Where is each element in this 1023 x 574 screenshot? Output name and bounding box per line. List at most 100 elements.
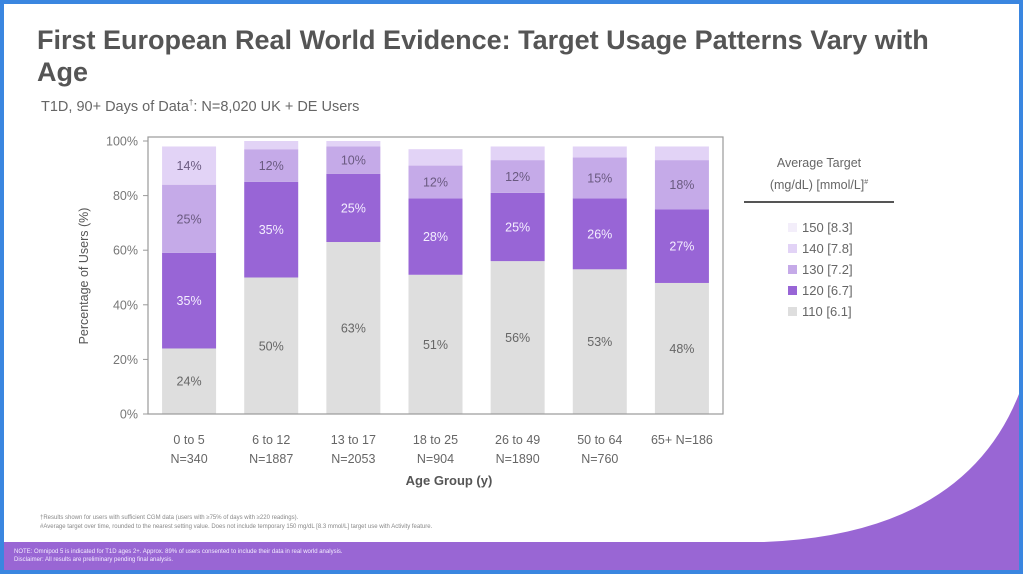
legend-item: 110 [6.1] [788, 301, 894, 322]
legend-swatch [788, 265, 797, 275]
subtitle-footnote-mark: † [188, 98, 194, 107]
y-axis: 0% 20% 40% 60% 80% 100% [106, 135, 148, 422]
legend-swatch [788, 286, 797, 296]
footnote-2: #Average target over time, rounded to th… [40, 524, 433, 530]
data-label: 14% [177, 159, 202, 173]
legend-swatch [788, 244, 797, 254]
x-tick-sublabel: N=1890 [496, 452, 540, 466]
bar-segment [162, 146, 217, 185]
stacked-bar-chart: 0% 20% 40% 60% 80% 100% 24% 35% 25% 14% 50% 35% 12%… [77, 135, 724, 488]
y-tick-label: 100% [106, 135, 138, 149]
footnotes: †Results shown for users with sufficient… [40, 514, 432, 532]
legend-items: 150 [8.3] 140 [7.8] 130 [7.2] 120 [6.7] 110 … [788, 217, 894, 322]
legend-label: 140 [7.8] [802, 241, 853, 257]
slide-title: First European Real World Evidence: Targ… [37, 25, 929, 87]
bar-segment [408, 165, 463, 199]
bar-segment [572, 157, 627, 199]
bar-segment [490, 146, 545, 161]
data-label: 56% [505, 331, 530, 345]
y-tick-label: 20% [113, 353, 138, 367]
x-tick-label: 65+ N=186 [651, 433, 713, 447]
legend-item: 130 [7.2] [788, 259, 894, 280]
legend-label: 120 [6.7] [802, 283, 853, 299]
bar-segment [162, 348, 217, 414]
legend-title: Average Target (mg/dL) [mmol/L]# [744, 154, 894, 204]
legend-swatch [788, 223, 797, 233]
bar-segment [326, 146, 381, 174]
bar-segment [244, 149, 299, 182]
legend-title-units: (mg/dL) [mmol/L] [769, 178, 865, 193]
x-tick-sublabel: N=904 [417, 452, 454, 466]
x-tick-label: 13 to 17 [331, 433, 376, 447]
x-tick-sublabel: N=1887 [249, 452, 293, 466]
legend-item: 140 [7.8] [788, 238, 894, 259]
data-label: 48% [669, 342, 694, 356]
data-label: 24% [177, 375, 202, 389]
bars: 24% 35% 25% 14% 50% 35% 12% 63% 25% 10% 51% 28% 12% 5… [162, 141, 709, 414]
bar-segment [408, 149, 463, 166]
x-tick-sublabel: N=340 [170, 452, 207, 466]
bar-segment [654, 209, 709, 283]
slide-subtitle: T1D, 90+ Days of Data†: N=8,020 UK + DE … [41, 98, 359, 115]
note-band: NOTE: Omnipod 5 is indicated for T1D age… [14, 548, 343, 564]
y-tick-label: 80% [113, 189, 138, 203]
data-label: 53% [587, 335, 612, 349]
bar-segment [490, 192, 545, 262]
data-label: 28% [423, 230, 448, 244]
bar-segment [162, 252, 217, 349]
x-axis-label: Age Group (y) [406, 473, 493, 488]
legend-label: 150 [8.3] [802, 220, 853, 236]
bar-segment [654, 282, 709, 414]
x-axis: 0 to 5 N=340 6 to 12 N=1887 13 to 17 N=2053 18… [170, 433, 712, 466]
data-label: 51% [423, 338, 448, 352]
note-line-1: NOTE: Omnipod 5 is indicated for T1D age… [14, 549, 343, 555]
legend-item: 120 [6.7] [788, 280, 894, 301]
y-tick-label: 40% [113, 298, 138, 312]
bar-segment [654, 160, 709, 210]
data-label: 12% [259, 159, 284, 173]
bar-segment [654, 146, 709, 161]
data-label: 63% [341, 322, 366, 336]
legend-title-line2: (mg/dL) [mmol/L]# [744, 173, 894, 195]
data-label: 27% [669, 240, 694, 254]
data-label: 26% [587, 227, 612, 241]
bar-segment [572, 198, 627, 270]
x-tick-label: 50 to 64 [577, 433, 622, 447]
bar-segment [244, 141, 299, 150]
data-label: 25% [505, 220, 530, 234]
y-tick-label: 0% [120, 408, 138, 422]
data-label: 35% [177, 294, 202, 308]
legend-title-mark: # [864, 179, 869, 186]
x-tick-sublabel: N=2053 [331, 452, 375, 466]
legend-item: 150 [8.3] [788, 217, 894, 238]
legend-label: 130 [7.2] [802, 262, 853, 278]
data-label: 35% [259, 223, 284, 237]
data-label: 50% [259, 339, 284, 353]
bar-segment [490, 261, 545, 414]
bar-segment [572, 146, 627, 158]
bar-segment [326, 242, 381, 414]
y-tick-label: 60% [113, 244, 138, 258]
y-axis-label: Percentage of Users (%) [77, 208, 91, 345]
x-tick-label: 18 to 25 [413, 433, 458, 447]
data-label: 18% [669, 178, 694, 192]
plot-frame [147, 136, 724, 415]
bar-segment [326, 173, 381, 243]
bar-segment [162, 184, 217, 253]
x-tick-sublabel: N=760 [581, 452, 618, 466]
x-tick-label: 6 to 12 [252, 433, 290, 447]
bar-segment [326, 141, 381, 147]
x-tick-label: 26 to 49 [495, 433, 540, 447]
bar-segment [244, 181, 299, 278]
legend: Average Target (mg/dL) [mmol/L]# 150 [8.… [744, 154, 894, 322]
data-label: 10% [341, 154, 366, 168]
legend-title-line1: Average Target [776, 156, 862, 170]
bar-segment [408, 274, 463, 414]
bar-segment [490, 160, 545, 193]
decorative-curve [4, 394, 1019, 570]
subtitle-rest: : N=8,020 UK + DE Users [193, 98, 360, 115]
bar-segment [572, 269, 627, 414]
subtitle-text: T1D, 90+ Days of Data [41, 98, 189, 115]
legend-swatch [788, 307, 797, 317]
slide: First European Real World Evidence: Targ… [4, 4, 1019, 570]
